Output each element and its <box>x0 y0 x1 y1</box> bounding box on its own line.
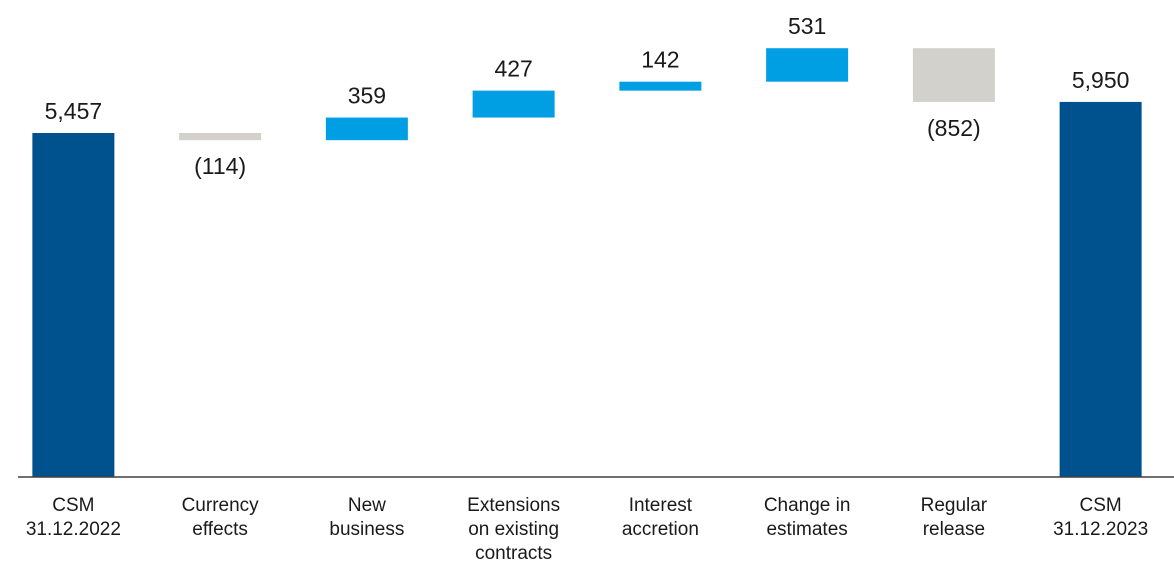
category-label-5-line-1: Interest <box>629 495 693 516</box>
value-label-5: 142 <box>641 47 679 73</box>
bar-2-decrease <box>179 133 262 141</box>
bar-6-increase <box>766 48 849 82</box>
bar-8-total <box>1059 101 1142 477</box>
category-label-3-line-1: New <box>348 495 386 516</box>
category-label-8-line-2: 31.12.2023 <box>1053 519 1148 540</box>
category-label-5-line-2: accretion <box>622 519 699 540</box>
category-label-6-line-2: estimates <box>766 519 847 540</box>
category-label-6-line-1: Change in <box>764 495 851 516</box>
category-label-1-line-2: 31.12.2022 <box>26 519 121 540</box>
value-label-7: (852) <box>927 115 981 141</box>
bar-3-increase <box>325 117 408 141</box>
value-labels-group: 5,457 (114) 359 427 142 531 (852) 5,950 <box>45 13 1130 179</box>
category-label-4-line-3: contracts <box>475 543 552 564</box>
bar-7-decrease <box>912 48 995 102</box>
category-label-4-line-1: Extensions <box>467 495 560 516</box>
category-label-8-line-1: CSM <box>1080 495 1122 516</box>
value-label-6: 531 <box>788 13 826 39</box>
category-labels-group: CSM 31.12.2022 Currency effects New business E… <box>26 495 1148 564</box>
category-label-1-line-1: CSM <box>52 495 94 516</box>
value-label-8: 5,950 <box>1072 67 1130 93</box>
value-label-2: (114) <box>194 153 246 179</box>
category-label-3-line-2: business <box>329 519 404 540</box>
bar-5-increase <box>619 81 702 91</box>
value-label-4: 427 <box>494 56 532 82</box>
category-label-2-line-2: effects <box>192 519 248 540</box>
value-label-1: 5,457 <box>45 98 103 124</box>
bars-group <box>32 48 1142 477</box>
bar-4-increase <box>472 90 555 118</box>
value-label-3: 359 <box>348 83 386 109</box>
bar-1-total <box>32 133 115 477</box>
category-label-7-line-2: release <box>923 519 985 540</box>
category-label-2-line-1: Currency <box>182 495 260 516</box>
category-label-7-line-1: Regular <box>921 495 988 516</box>
category-label-4-line-2: on existing <box>468 519 559 540</box>
